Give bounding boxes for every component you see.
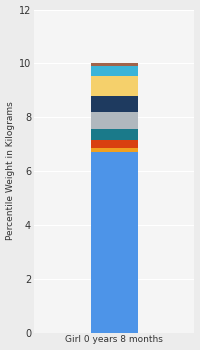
- Bar: [91, 148, 138, 152]
- Bar: [91, 96, 138, 112]
- Bar: [91, 66, 138, 76]
- Bar: [91, 152, 138, 332]
- Y-axis label: Percentile Weight in Kilograms: Percentile Weight in Kilograms: [6, 102, 15, 240]
- Bar: [91, 112, 138, 130]
- Bar: [91, 140, 138, 148]
- Bar: [91, 76, 138, 96]
- Bar: [91, 130, 138, 140]
- Bar: [91, 63, 138, 66]
